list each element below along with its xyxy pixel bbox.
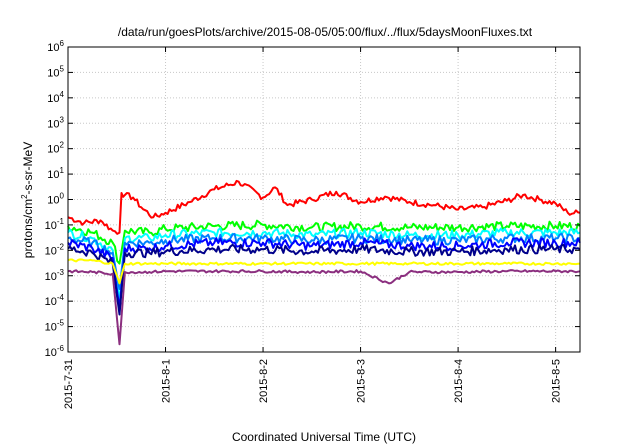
y-tick-label: 105 xyxy=(47,64,64,79)
axis-ticks: 10-610-510-410-310-210-11001011021031041… xyxy=(45,39,580,409)
y-tick-exp: -1 xyxy=(57,217,65,226)
y-tick-base: 10 xyxy=(45,271,57,283)
y-tick-base: 10 xyxy=(47,195,59,207)
y-tick-exp: 3 xyxy=(60,115,65,124)
x-tick-label: 2015-8-5 xyxy=(551,359,563,403)
y-tick-label: 10-3 xyxy=(45,268,65,283)
series-line-1 xyxy=(67,179,581,235)
series-line-7 xyxy=(67,258,581,285)
series-line-4 xyxy=(67,232,581,290)
y-tick-exp: -3 xyxy=(57,268,65,277)
y-tick-base: 10 xyxy=(47,93,59,105)
series-line-8 xyxy=(67,269,581,346)
y-tick-base: 10 xyxy=(45,245,57,257)
y-tick-base: 10 xyxy=(47,144,59,156)
y-tick-label: 106 xyxy=(47,39,64,54)
y-tick-base: 10 xyxy=(45,220,57,232)
y-tick-exp: 0 xyxy=(60,192,65,201)
y-tick-base: 10 xyxy=(47,42,59,54)
y-tick-base: 10 xyxy=(47,67,59,79)
y-tick-base: 10 xyxy=(47,118,59,130)
y-tick-exp: 2 xyxy=(60,141,65,150)
y-tick-label: 100 xyxy=(47,192,64,207)
y-tick-exp: -4 xyxy=(57,293,65,302)
y-tick-label: 10-5 xyxy=(45,319,65,334)
y-axis-label-post: -s-sr-MeV xyxy=(21,142,35,195)
chart-title: /data/run/goesPlots/archive/2015-08-05/0… xyxy=(118,25,533,39)
y-tick-base: 10 xyxy=(45,322,57,334)
y-tick-label: 101 xyxy=(47,166,64,181)
series-line-2 xyxy=(67,219,581,265)
y-tick-exp: -5 xyxy=(57,319,65,328)
x-tick-label: 2015-7-31 xyxy=(63,359,75,409)
y-axis-label: protons/cm2-s-sr-MeV xyxy=(20,142,35,258)
y-tick-label: 104 xyxy=(47,90,64,105)
y-tick-base: 10 xyxy=(45,296,57,308)
y-tick-label: 10-6 xyxy=(45,344,65,359)
y-axis-label-pre: protons/cm xyxy=(21,199,35,258)
series-group xyxy=(67,179,581,346)
x-tick-label: 2015-8-2 xyxy=(258,359,270,403)
y-tick-label: 103 xyxy=(47,115,64,130)
x-tick-label: 2015-8-3 xyxy=(356,359,368,403)
series-line-3 xyxy=(67,227,581,303)
x-tick-label: 2015-8-1 xyxy=(161,359,173,403)
grid xyxy=(67,46,580,353)
y-axis-label-sup: 2 xyxy=(20,194,29,199)
y-tick-base: 10 xyxy=(47,169,59,181)
y-tick-exp: 4 xyxy=(60,90,65,99)
series-line-6 xyxy=(67,243,581,316)
y-tick-base: 10 xyxy=(45,347,57,359)
y-tick-label: 10-4 xyxy=(45,293,65,308)
y-tick-exp: 5 xyxy=(60,64,65,73)
y-tick-exp: 6 xyxy=(60,39,65,48)
y-tick-label: 102 xyxy=(47,141,64,156)
y-tick-exp: -2 xyxy=(57,242,65,251)
y-tick-label: 10-2 xyxy=(45,242,65,257)
y-tick-exp: 1 xyxy=(60,166,65,175)
x-tick-label: 2015-8-4 xyxy=(453,359,465,403)
y-tick-exp: -6 xyxy=(57,344,65,353)
x-axis-label: Coordinated Universal Time (UTC) xyxy=(232,430,416,444)
y-tick-label: 10-1 xyxy=(45,217,65,232)
